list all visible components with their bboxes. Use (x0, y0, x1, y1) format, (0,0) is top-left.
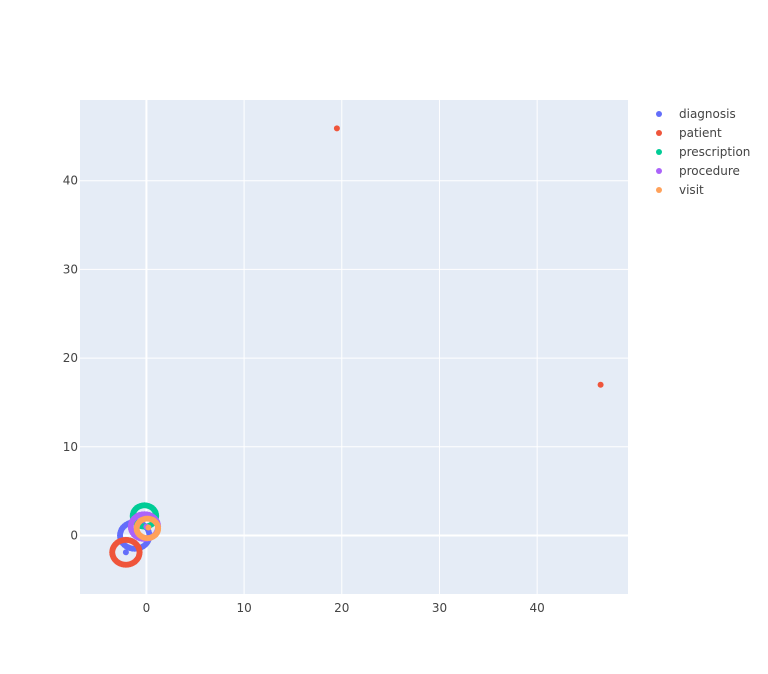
legend-marker-icon (656, 149, 662, 155)
data-point (155, 527, 161, 534)
legend-item-procedure[interactable]: procedure (656, 164, 740, 178)
y-tick-label: 20 (63, 351, 78, 365)
x-axis-ticks: 0 10 20 30 40 (143, 601, 545, 615)
x-tick-label: 10 (236, 601, 251, 615)
y-axis-ticks: 0 10 20 30 40 (63, 174, 78, 543)
x-tick-label: 20 (334, 601, 349, 615)
x-tick-label: 30 (432, 601, 447, 615)
data-point (145, 524, 152, 531)
data-point (597, 381, 604, 388)
legend[interactable]: diagnosis patient prescription procedure vis… (656, 107, 750, 197)
data-point (333, 125, 340, 132)
legend-label: procedure (679, 164, 740, 178)
series-patient (109, 125, 604, 568)
legend-marker-icon (656, 168, 662, 174)
legend-marker-icon (656, 130, 662, 136)
y-tick-label: 40 (63, 174, 78, 188)
y-tick-label: 10 (63, 440, 78, 454)
x-tick-label: 0 (143, 601, 151, 615)
data-point (122, 549, 129, 556)
legend-marker-icon (656, 111, 662, 117)
legend-marker-icon (656, 187, 662, 193)
legend-item-prescription[interactable]: prescription (656, 145, 750, 159)
y-tick-label: 0 (70, 528, 78, 542)
data-point (136, 551, 143, 558)
legend-item-visit[interactable]: visit (656, 183, 704, 197)
legend-label: visit (679, 183, 704, 197)
legend-label: diagnosis (679, 107, 736, 121)
data-points (109, 125, 604, 568)
legend-label: prescription (679, 145, 750, 159)
plot-background (80, 100, 628, 594)
series-visit (133, 515, 162, 542)
legend-item-patient[interactable]: patient (656, 126, 722, 140)
legend-label: patient (679, 126, 722, 140)
x-tick-label: 40 (530, 601, 545, 615)
legend-item-diagnosis[interactable]: diagnosis (656, 107, 736, 121)
y-tick-label: 30 (63, 262, 78, 276)
